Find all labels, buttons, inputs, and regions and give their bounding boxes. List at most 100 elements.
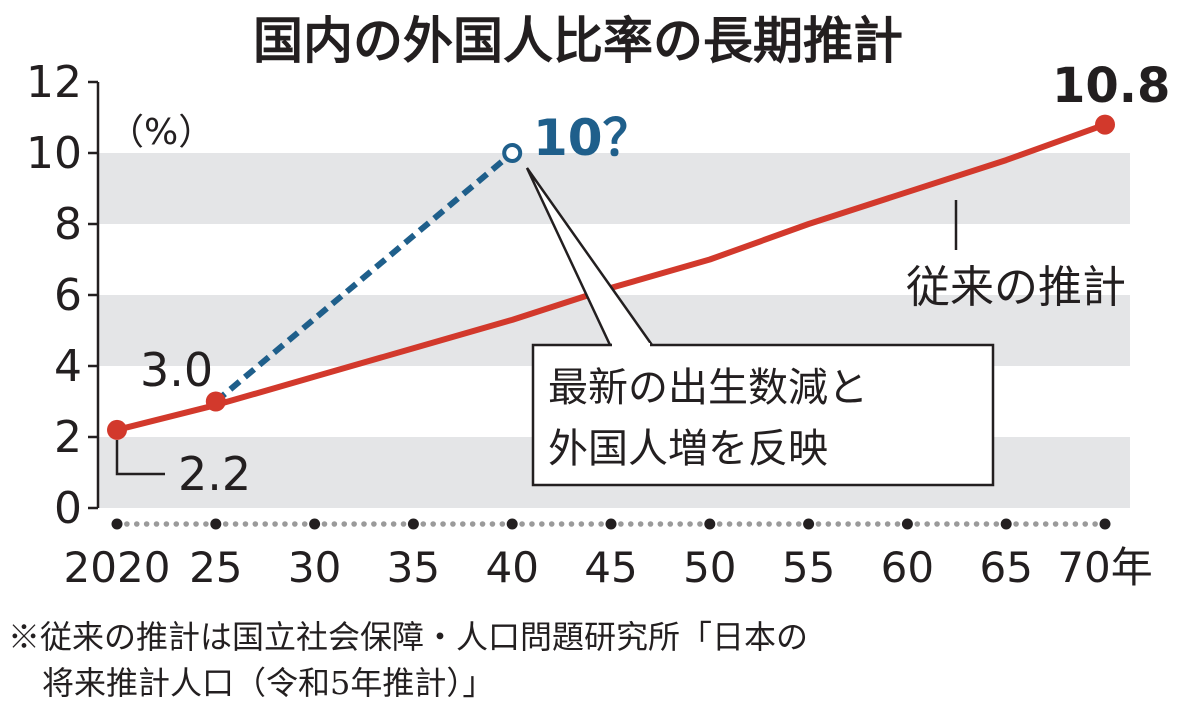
- x-axis-major-dot: [210, 518, 222, 530]
- x-axis-major-dot: [1099, 518, 1111, 530]
- x-axis-minor-dot: [884, 521, 891, 527]
- x-axis-minor-dot: [489, 521, 496, 527]
- baseline-start-point: [107, 419, 127, 440]
- y-axis-unit: （%）: [108, 112, 214, 153]
- x-axis-major-dot: [111, 518, 123, 530]
- x-axis-minor-dot: [993, 521, 1000, 527]
- y-tick-labels: 0 2 4 6 8 10 12: [26, 57, 82, 534]
- x-axis-minor-dot: [934, 521, 940, 527]
- projection-series-line: [213, 150, 515, 404]
- x-axis-major-dot: [704, 518, 716, 530]
- x-axis-minor-dot: [944, 521, 950, 527]
- x-axis-minor-dot: [301, 521, 308, 527]
- x-tick-label: 70年: [1057, 543, 1152, 592]
- x-axis-minor-dot: [1023, 521, 1029, 527]
- x-axis-minor-dot: [736, 521, 743, 527]
- x-axis-minor-dot: [292, 521, 298, 527]
- x-axis-minor-dot: [548, 521, 555, 527]
- x-axis-minor-dot: [756, 521, 762, 527]
- x-axis-minor-dot: [479, 521, 486, 527]
- x-axis-minor-dot: [1062, 521, 1069, 527]
- x-axis-minor-dot: [124, 521, 130, 527]
- x-axis-minor-dot: [795, 521, 802, 527]
- x-axis-minor-dot: [469, 521, 476, 527]
- baseline-2025-point: [205, 391, 226, 412]
- x-axis: [111, 518, 1111, 530]
- baseline-end-point: [1095, 114, 1115, 135]
- x-axis-minor-dot: [133, 521, 140, 527]
- callout-line-1: 最新の出生数減と: [548, 365, 868, 411]
- x-axis-minor-dot: [716, 521, 723, 527]
- x-axis-minor-dot: [173, 521, 180, 527]
- x-axis-major-dot: [605, 518, 617, 530]
- x-axis-minor-dot: [588, 521, 595, 527]
- x-axis-minor-dot: [894, 521, 901, 527]
- grid-band: [98, 153, 1130, 224]
- x-axis-minor-dot: [766, 521, 772, 527]
- x-axis-minor-dot: [450, 521, 456, 527]
- callout-box: [531, 343, 995, 487]
- x-axis-major-dot: [407, 518, 419, 530]
- x-axis-minor-dot: [232, 521, 239, 527]
- x-axis-major-dot: [506, 518, 518, 530]
- chart-title: 国内の外国人比率の長期推計: [253, 12, 903, 70]
- x-tick-label: 40: [485, 543, 538, 592]
- x-axis-minor-dot: [598, 521, 604, 527]
- x-axis-major-dot: [901, 518, 913, 530]
- callout-line-2: 外国人増を反映: [548, 426, 828, 472]
- footnote-line-1: ※従来の推計は国立社会保障・人口問題研究所「日本の: [8, 618, 808, 656]
- x-axis-minor-dot: [865, 521, 871, 527]
- y-tick-label: 0: [54, 483, 82, 534]
- x-axis-minor-dot: [963, 521, 970, 527]
- x-axis-minor-dot: [193, 521, 199, 527]
- data-label-end: 10.8: [1052, 58, 1170, 114]
- x-axis-minor-dot: [163, 521, 170, 527]
- x-axis-minor-dot: [786, 521, 792, 527]
- x-tick-label: 30: [288, 543, 341, 592]
- footnote-line-2: 将来推計人口（令和5年推計）」: [42, 664, 494, 702]
- x-axis-minor-dot: [578, 521, 585, 527]
- x-tick-label: 2020: [64, 543, 171, 592]
- x-axis-major-dot: [803, 518, 815, 530]
- x-axis-minor-dot: [252, 521, 259, 527]
- x-axis-minor-dot: [460, 521, 466, 527]
- x-axis-minor-dot: [499, 521, 506, 527]
- x-axis-minor-dot: [529, 521, 535, 527]
- x-axis-minor-dot: [825, 521, 832, 527]
- x-axis-minor-dot: [331, 521, 338, 527]
- x-axis-minor-dot: [361, 521, 367, 527]
- x-tick-label: 55: [782, 543, 835, 592]
- x-axis-minor-dot: [568, 521, 575, 527]
- x-axis-minor-dot: [637, 521, 644, 527]
- data-label-start: 2.2: [178, 447, 251, 501]
- x-axis-minor-dot: [242, 521, 249, 527]
- x-axis-minor-dot: [924, 521, 930, 527]
- x-axis-minor-dot: [153, 521, 160, 527]
- x-axis-minor-dot: [1033, 521, 1039, 527]
- y-tick-label: 4: [54, 341, 82, 392]
- x-tick-label: 60: [881, 543, 934, 592]
- x-tick-labels: 2020 25 30 35 40 45 50 55 60 65 70年: [64, 543, 1153, 592]
- x-axis-minor-dot: [440, 521, 446, 527]
- x-axis-minor-dot: [677, 521, 683, 527]
- x-axis-major-dot: [309, 518, 321, 530]
- y-tick-label: 10: [26, 128, 82, 179]
- x-axis-minor-dot: [222, 521, 229, 527]
- baseline-series-label: 従来の推計: [906, 262, 1126, 313]
- x-axis-minor-dot: [1013, 521, 1019, 527]
- x-tick-label: 45: [584, 543, 637, 592]
- x-axis-minor-dot: [1052, 521, 1059, 527]
- x-axis-minor-dot: [657, 521, 664, 527]
- data-label-2025: 3.0: [140, 343, 213, 397]
- x-axis-minor-dot: [954, 521, 960, 527]
- x-axis-minor-dot: [400, 521, 407, 527]
- y-tick-label: 6: [54, 270, 82, 321]
- x-axis-minor-dot: [203, 521, 209, 527]
- x-axis-minor-dot: [183, 521, 189, 527]
- x-axis-minor-dot: [815, 521, 822, 527]
- x-axis-minor-dot: [746, 521, 753, 527]
- x-tick-label: 25: [189, 543, 242, 592]
- x-axis-minor-dot: [390, 521, 397, 527]
- x-axis-minor-dot: [371, 521, 377, 527]
